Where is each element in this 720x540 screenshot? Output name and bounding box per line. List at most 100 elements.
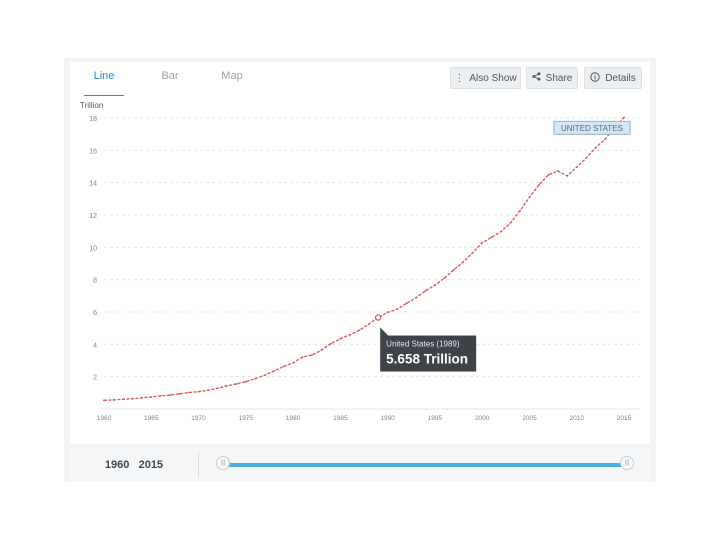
- x-tick-label: 1990: [380, 415, 395, 422]
- hover-marker: [374, 314, 382, 321]
- also-show-button[interactable]: ⋮ Also Show: [450, 67, 521, 89]
- y-tick-label: 8: [93, 278, 97, 285]
- data-point: [159, 395, 162, 397]
- x-tick-label: 1960: [97, 415, 112, 422]
- data-point: [566, 174, 569, 177]
- data-point: [367, 323, 370, 326]
- data-point: [301, 356, 304, 359]
- data-point: [188, 391, 190, 394]
- tab-map[interactable]: Map: [221, 70, 243, 82]
- data-point: [509, 222, 512, 224]
- range-end: 2015: [138, 459, 164, 471]
- data-point: [462, 261, 465, 263]
- data-point: [282, 365, 285, 368]
- data-point: [244, 380, 247, 383]
- slider-handle-start[interactable]: |||: [216, 456, 230, 470]
- series-label: UNITED STATES: [561, 124, 623, 133]
- data-point: [443, 277, 446, 279]
- series-line-united-states: [103, 116, 625, 401]
- year-range-slider: 1960 2015 ||| |||: [70, 446, 650, 482]
- y-axis-label: Trillion: [80, 101, 103, 110]
- x-tick-label: 1975: [239, 415, 254, 422]
- data-point: [226, 384, 228, 387]
- data-point: [103, 399, 105, 402]
- tooltip-title: United States (1989): [386, 340, 460, 349]
- x-tick-label: 2010: [569, 415, 584, 422]
- data-point: [320, 349, 323, 352]
- data-point: [415, 296, 417, 299]
- x-tick-label: 1995: [428, 415, 443, 422]
- data-point: [254, 377, 257, 380]
- y-tick-label: 18: [89, 116, 97, 123]
- y-tick-label: 4: [93, 342, 97, 349]
- vertical-dots-icon: ⋮: [454, 72, 465, 84]
- data-point: [519, 209, 521, 212]
- data-point: [556, 170, 559, 172]
- tooltip-pointer: [380, 327, 389, 336]
- share-button[interactable]: Share: [526, 67, 578, 89]
- data-point: [339, 337, 342, 340]
- data-point: [528, 196, 531, 199]
- x-tick-label: 1970: [191, 415, 206, 422]
- data-point: [623, 116, 625, 119]
- y-tick-label: 2: [93, 375, 97, 382]
- data-point: [500, 230, 502, 233]
- data-point: [292, 361, 294, 364]
- data-point: [150, 396, 153, 398]
- range-start: 1960: [104, 459, 130, 471]
- data-point: [131, 397, 134, 400]
- data-point: [216, 387, 219, 390]
- details-button[interactable]: Details: [584, 67, 642, 89]
- y-tick-label: 16: [89, 148, 97, 155]
- y-tick-label: 14: [89, 181, 97, 188]
- x-tick-label: 2000: [475, 415, 490, 422]
- data-point: [330, 342, 332, 345]
- data-point: [471, 251, 474, 254]
- data-point: [594, 146, 597, 149]
- series-label-box: [553, 120, 631, 135]
- data-point: [405, 302, 408, 305]
- tooltip-box: [380, 335, 477, 372]
- tooltip-value: 5.658 Trillion: [386, 352, 468, 367]
- divider: [198, 452, 199, 478]
- chart-area: Trillion 2 4 6 8 10 12 14 16 18 1960 1965 1970 1975 19…: [70, 96, 650, 444]
- x-tick-label: 2015: [617, 415, 632, 422]
- data-point: [311, 354, 313, 356]
- x-tick-label: 1985: [333, 415, 348, 422]
- y-tick-label: 12: [89, 213, 97, 220]
- data-point: [396, 308, 398, 311]
- slider-handle-end[interactable]: |||: [620, 456, 634, 470]
- data-point: [575, 166, 578, 169]
- data-point: [169, 394, 172, 396]
- share-icon: [532, 72, 541, 84]
- tab-bar[interactable]: Bar: [161, 70, 179, 82]
- data-point: [348, 333, 351, 336]
- slider-track[interactable]: [225, 463, 628, 467]
- data-point: [178, 392, 181, 395]
- data-point: [140, 396, 143, 399]
- data-point: [481, 241, 484, 244]
- data-point: [547, 174, 550, 176]
- data-point: [452, 268, 455, 271]
- tab-line[interactable]: Line: [84, 62, 124, 97]
- share-label: Share: [545, 72, 573, 84]
- details-label: Details: [605, 72, 636, 84]
- y-tick-label: 10: [89, 245, 97, 252]
- line-chart: Trillion 2 4 6 8 10 12 14 16 18 1960 1965 1970 1975 19…: [80, 101, 640, 422]
- data-point: [358, 329, 361, 332]
- data-point: [235, 383, 238, 385]
- y-tick-label: 6: [93, 310, 97, 317]
- data-point: [585, 157, 588, 159]
- data-point: [273, 369, 276, 372]
- data-point: [112, 399, 115, 401]
- x-tick-label: 2005: [522, 415, 537, 422]
- data-point: [604, 138, 606, 141]
- range-label: 1960 2015: [70, 446, 198, 482]
- data-point: [207, 389, 209, 392]
- chart-tabs: Line Bar Map ⋮ Also Show Share Details: [70, 62, 650, 97]
- data-point: [122, 398, 124, 401]
- data-point: [434, 284, 436, 287]
- info-circle-icon: [590, 71, 600, 85]
- x-tick-label: 1980: [286, 415, 301, 422]
- data-point: [263, 374, 266, 377]
